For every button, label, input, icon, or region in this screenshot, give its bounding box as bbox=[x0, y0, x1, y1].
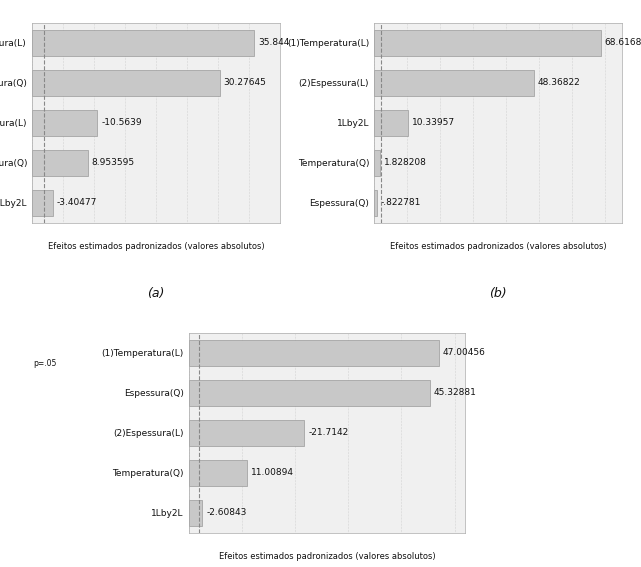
Text: (b): (b) bbox=[489, 287, 506, 300]
Text: 35.844: 35.844 bbox=[258, 38, 289, 47]
Text: p=.05: p=.05 bbox=[369, 359, 392, 368]
Bar bbox=[188, 460, 247, 486]
Text: p=.05: p=.05 bbox=[33, 359, 56, 368]
Bar bbox=[188, 500, 203, 526]
Bar bbox=[374, 190, 377, 216]
Text: 45.32881: 45.32881 bbox=[434, 388, 477, 397]
Bar bbox=[32, 110, 97, 136]
Text: 48.36822: 48.36822 bbox=[538, 78, 580, 87]
Bar bbox=[374, 70, 534, 96]
Bar bbox=[374, 29, 601, 56]
Text: -2.60843: -2.60843 bbox=[206, 509, 247, 518]
Text: 30.27645: 30.27645 bbox=[223, 78, 266, 87]
Text: 10.33957: 10.33957 bbox=[412, 119, 455, 127]
Text: -10.5639: -10.5639 bbox=[101, 119, 142, 127]
X-axis label: Efeitos estimados padronizados (valores absolutos): Efeitos estimados padronizados (valores … bbox=[47, 242, 264, 251]
Text: 1.828208: 1.828208 bbox=[384, 158, 427, 167]
Bar bbox=[188, 340, 438, 366]
Bar bbox=[374, 110, 408, 136]
Bar bbox=[32, 29, 254, 56]
Text: 8.953595: 8.953595 bbox=[91, 158, 135, 167]
Bar bbox=[32, 190, 53, 216]
X-axis label: Efeitos estimados padronizados (valores absolutos): Efeitos estimados padronizados (valores … bbox=[390, 242, 606, 251]
Text: -21.7142: -21.7142 bbox=[308, 429, 349, 437]
Text: -3.40477: -3.40477 bbox=[57, 198, 97, 208]
Text: -.822781: -.822781 bbox=[380, 198, 420, 208]
X-axis label: Efeitos estimados padronizados (valores absolutos): Efeitos estimados padronizados (valores … bbox=[219, 552, 435, 561]
Bar bbox=[188, 380, 430, 406]
Bar bbox=[32, 150, 88, 176]
Bar bbox=[374, 150, 380, 176]
Bar bbox=[32, 70, 220, 96]
Bar bbox=[188, 420, 304, 446]
Text: (a): (a) bbox=[147, 287, 165, 300]
Text: 68.6168: 68.6168 bbox=[604, 38, 641, 47]
Text: 47.00456: 47.00456 bbox=[443, 348, 486, 357]
Text: 11.00894: 11.00894 bbox=[251, 468, 294, 477]
